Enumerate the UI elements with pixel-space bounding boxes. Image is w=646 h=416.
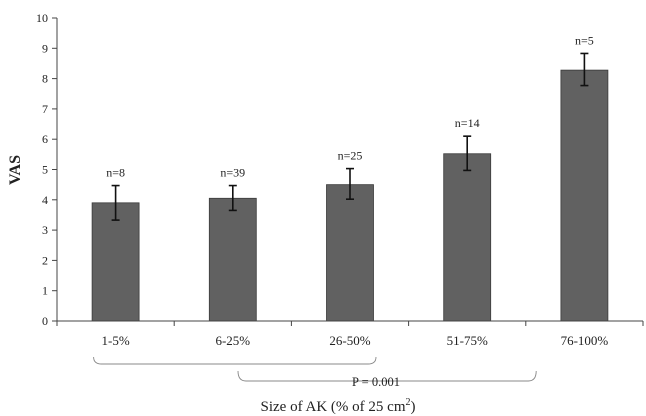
- bracket-left: [93, 356, 377, 365]
- bracket-right: [237, 370, 537, 382]
- x-category-label: 1-5%: [102, 333, 130, 348]
- y-tick-label: 4: [42, 193, 48, 207]
- x-category-label: 51-75%: [447, 333, 488, 348]
- x-category-label: 6-25%: [215, 333, 250, 348]
- x-category-label: 26-50%: [329, 333, 370, 348]
- x-axis-label-suffix: ): [410, 399, 415, 415]
- bar: [443, 153, 492, 322]
- y-tick-label: 3: [42, 223, 48, 237]
- x-axis-label-superscript: 2: [405, 397, 410, 408]
- bar: [208, 197, 257, 322]
- y-tick-label: 1: [42, 284, 48, 298]
- x-category-label: 76-100%: [561, 333, 609, 348]
- p-value-annotation: P = 0.001: [352, 375, 400, 389]
- y-tick-label: 7: [42, 102, 48, 116]
- sample-size-label: n=14: [455, 116, 480, 130]
- y-axis: 0 1 2 3 4 5 6 7 8 9 10: [36, 11, 58, 328]
- y-tick-label: 8: [42, 72, 48, 86]
- y-tick-label: 0: [42, 314, 48, 328]
- x-axis-label: Size of AK (% of 25 cm2): [261, 397, 416, 415]
- y-tick-label: 2: [42, 253, 48, 267]
- x-axis-label-main: Size of AK (% of 25 cm: [261, 399, 406, 415]
- y-tick-label: 5: [42, 163, 48, 177]
- bar: [560, 69, 609, 322]
- sample-size-label: n=5: [575, 33, 594, 47]
- bars: n=8 n=39 n=25 n=14 n=5: [91, 33, 609, 322]
- sample-size-label: n=8: [106, 166, 125, 180]
- bar: [326, 184, 374, 322]
- y-axis-label: VAS: [7, 155, 24, 185]
- significance-brackets: [93, 356, 537, 382]
- y-tick-label: 10: [36, 11, 48, 25]
- sample-size-label: n=25: [338, 149, 363, 163]
- y-tick-label: 6: [42, 132, 48, 146]
- bar: [91, 202, 140, 322]
- y-tick-label: 9: [42, 41, 48, 55]
- x-axis: 1-5% 6-25% 26-50% 51-75% 76-100%: [56, 320, 644, 348]
- sample-size-label: n=39: [220, 166, 245, 180]
